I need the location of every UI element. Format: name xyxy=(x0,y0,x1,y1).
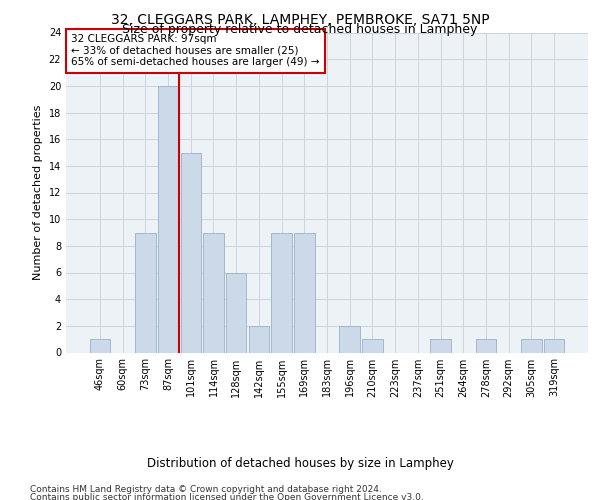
Bar xyxy=(226,272,247,352)
Bar xyxy=(476,339,496,352)
Bar xyxy=(430,339,451,352)
Bar xyxy=(90,339,110,352)
Bar xyxy=(181,152,201,352)
Y-axis label: Number of detached properties: Number of detached properties xyxy=(33,105,43,280)
Bar xyxy=(271,232,292,352)
Text: Distribution of detached houses by size in Lamphey: Distribution of detached houses by size … xyxy=(146,458,454,470)
Bar xyxy=(135,232,155,352)
Text: 32, CLEGGARS PARK, LAMPHEY, PEMBROKE, SA71 5NP: 32, CLEGGARS PARK, LAMPHEY, PEMBROKE, SA… xyxy=(110,12,490,26)
Bar xyxy=(158,86,178,352)
Bar xyxy=(362,339,383,352)
Text: Contains public sector information licensed under the Open Government Licence v3: Contains public sector information licen… xyxy=(30,492,424,500)
Bar xyxy=(544,339,564,352)
Bar xyxy=(248,326,269,352)
Text: Size of property relative to detached houses in Lamphey: Size of property relative to detached ho… xyxy=(122,22,478,36)
Text: Contains HM Land Registry data © Crown copyright and database right 2024.: Contains HM Land Registry data © Crown c… xyxy=(30,485,382,494)
Bar xyxy=(521,339,542,352)
Bar xyxy=(294,232,314,352)
Text: 32 CLEGGARS PARK: 97sqm
← 33% of detached houses are smaller (25)
65% of semi-de: 32 CLEGGARS PARK: 97sqm ← 33% of detache… xyxy=(71,34,320,68)
Bar xyxy=(203,232,224,352)
Bar xyxy=(340,326,360,352)
